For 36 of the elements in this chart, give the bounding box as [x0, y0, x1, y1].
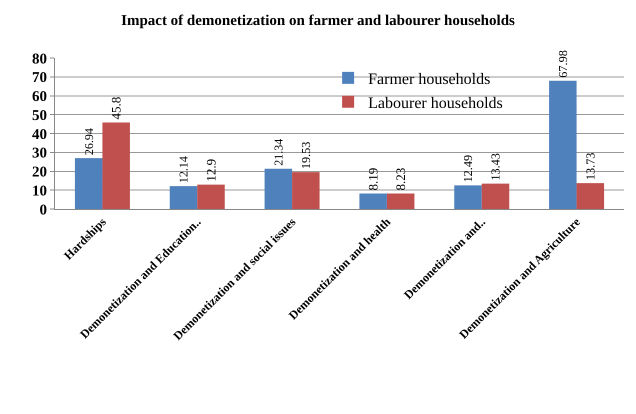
- data-label: 26.94: [82, 128, 96, 156]
- y-tick-label: 70: [32, 70, 47, 86]
- data-label: 8.23: [393, 168, 408, 190]
- y-tick-label: 10: [32, 183, 47, 200]
- data-label: 12.49: [461, 154, 476, 182]
- data-label: 67.98: [556, 50, 570, 78]
- y-tick-label: 20: [32, 164, 47, 180]
- y-tick-label: 60: [32, 89, 47, 105]
- data-label: 8.19: [366, 168, 381, 191]
- chart-title: Impact of demonetization on farmer and labourer households: [121, 12, 516, 29]
- bar: [102, 122, 130, 209]
- bar: [549, 80, 577, 209]
- bar: [359, 194, 387, 209]
- data-label: 13.43: [488, 153, 503, 181]
- bar: [74, 158, 102, 209]
- bar: [292, 172, 320, 209]
- data-label: 19.53: [299, 142, 314, 170]
- bar: [576, 183, 604, 209]
- y-tick-label: 50: [32, 108, 47, 124]
- bar: [197, 184, 225, 209]
- data-label: 21.34: [271, 138, 286, 166]
- legend-label: Labourer households: [368, 94, 503, 112]
- data-label: 13.73: [584, 152, 598, 180]
- data-label: 45.8: [108, 96, 124, 120]
- bar: [482, 184, 510, 209]
- bar: [264, 168, 292, 209]
- data-label: 12.9: [204, 158, 218, 182]
- bar: [454, 185, 482, 209]
- data-label: 12.14: [176, 156, 191, 184]
- legend-label: Farmer households: [368, 71, 490, 88]
- y-tick-label: 40: [32, 126, 47, 143]
- bar: [170, 186, 198, 209]
- y-tick-label: 80: [32, 51, 47, 68]
- bar: [386, 193, 414, 209]
- y-tick-label: 30: [32, 146, 47, 162]
- y-tick-label: 0: [40, 202, 47, 218]
